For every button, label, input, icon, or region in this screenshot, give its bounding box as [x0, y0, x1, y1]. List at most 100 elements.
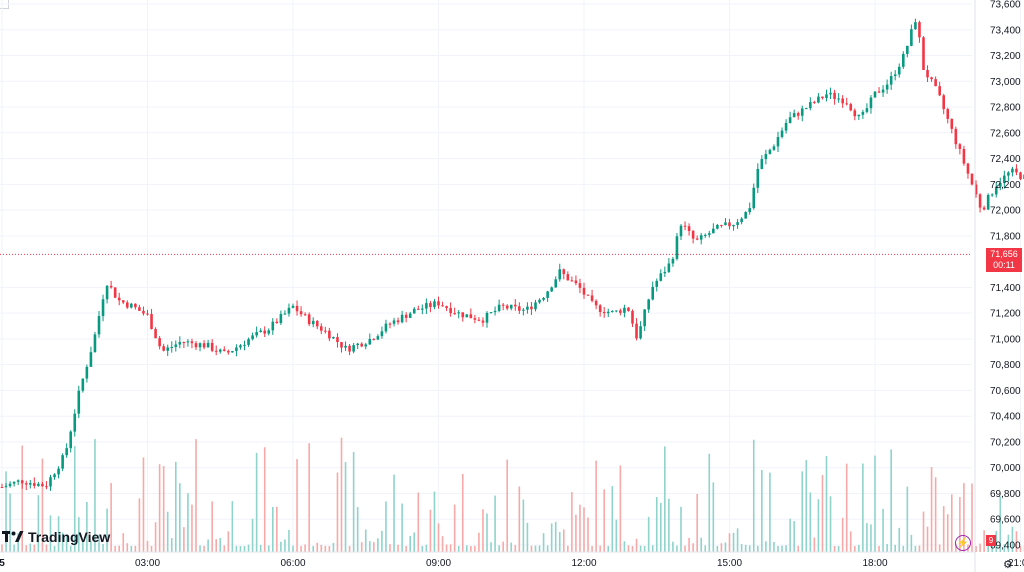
- candle-body: [384, 323, 388, 332]
- volume-bar: [526, 522, 529, 552]
- volume-bar: [870, 524, 872, 552]
- candle-body: [954, 128, 958, 145]
- volume-bar: [886, 544, 888, 552]
- volume-bar: [356, 507, 359, 552]
- gear-icon[interactable]: ⚙: [1003, 559, 1013, 571]
- volume-bar: [983, 530, 985, 552]
- volume-bar: [538, 545, 541, 552]
- volume-bar: [938, 544, 941, 552]
- candle-body: [845, 103, 849, 105]
- volume-bar: [853, 545, 856, 552]
- candle-body: [970, 173, 974, 185]
- volume-bar: [401, 503, 403, 552]
- candle-body: [841, 98, 844, 104]
- volume-bar: [86, 501, 88, 552]
- volume-bar: [110, 482, 112, 552]
- candle-body: [784, 122, 788, 131]
- volume-bar: [530, 545, 533, 552]
- volume-bar: [829, 496, 832, 552]
- candle-body: [728, 222, 731, 227]
- candle-body: [606, 311, 610, 314]
- candle-body: [12, 481, 16, 484]
- candle-body: [768, 149, 772, 154]
- volume-bar: [409, 535, 412, 552]
- candle-body: [667, 263, 671, 272]
- candle-body: [643, 309, 646, 327]
- candle-body: [311, 320, 315, 325]
- volume-bar: [550, 523, 553, 552]
- candle-body: [857, 114, 861, 117]
- lightning-icon[interactable]: ⚡: [955, 535, 971, 551]
- volume-bar: [942, 506, 945, 552]
- volume-bar: [348, 545, 351, 552]
- candle-body: [752, 187, 756, 209]
- volume-bar: [276, 506, 278, 552]
- volume-bar: [340, 437, 343, 552]
- candle-body: [408, 313, 412, 318]
- volume-bar: [122, 533, 125, 552]
- volume-bar: [433, 491, 436, 552]
- candle-body: [218, 349, 222, 352]
- candle-body: [178, 341, 182, 345]
- candle-body: [635, 323, 638, 339]
- candle-body: [885, 84, 889, 90]
- volume-bar: [825, 456, 828, 552]
- candle-body: [372, 339, 376, 341]
- volume-bar: [619, 465, 622, 552]
- volume-bar: [445, 544, 448, 552]
- volume-bar: [567, 545, 569, 552]
- volume-bar: [474, 545, 476, 552]
- candle-body: [259, 330, 262, 333]
- volume-bar: [203, 545, 205, 552]
- volume-bar: [740, 544, 743, 552]
- volume-bar: [785, 545, 787, 552]
- candle-body: [380, 331, 384, 337]
- price-tick-label: 70,800: [990, 360, 1021, 371]
- volume-bar: [498, 545, 500, 552]
- candle-body: [675, 236, 679, 259]
- volume-bar: [158, 464, 161, 552]
- volume-bar: [506, 459, 509, 552]
- candle-body: [81, 378, 85, 391]
- volume-bar: [284, 539, 286, 552]
- volume-bar: [482, 509, 484, 552]
- time-tick-label: 21:00: [1008, 558, 1024, 569]
- volume-bar: [82, 540, 84, 552]
- candle-body: [809, 102, 812, 109]
- volume-bar: [890, 449, 892, 552]
- candle-body: [497, 304, 501, 311]
- price-tick-label: 69,600: [990, 515, 1021, 526]
- volume-bar: [77, 517, 80, 552]
- candle-body: [388, 323, 392, 325]
- candle-body: [1019, 172, 1022, 180]
- candle-body: [930, 77, 933, 80]
- candle-body: [849, 104, 853, 111]
- volume-bar: [336, 472, 339, 552]
- candle-body: [465, 314, 469, 318]
- volume-bar: [33, 544, 36, 552]
- candle-body: [720, 224, 723, 226]
- volume-bar: [922, 511, 925, 552]
- candle-body: [162, 346, 165, 351]
- volume-bar: [130, 546, 133, 552]
- volume-bar: [773, 541, 775, 552]
- time-tick-label: 06:00: [280, 558, 305, 569]
- tradingview-logo[interactable]: TradingView: [2, 529, 110, 545]
- candle-body: [623, 307, 626, 313]
- volume-bar: [837, 545, 840, 552]
- candle-body: [271, 321, 275, 331]
- candle-body: [627, 307, 630, 311]
- candle-body: [833, 92, 836, 99]
- volume-bar: [623, 541, 626, 552]
- alert-count-badge[interactable]: 9: [986, 535, 996, 546]
- price-tick-label: 71,400: [990, 283, 1021, 294]
- volume-bar: [61, 532, 64, 552]
- candle-body: [594, 300, 598, 306]
- volume-bar: [183, 527, 185, 552]
- volume-bar: [841, 517, 844, 552]
- volume-bar: [57, 516, 60, 552]
- candle-body: [509, 304, 513, 309]
- volume-bar: [603, 489, 606, 552]
- volume-bar: [280, 541, 282, 552]
